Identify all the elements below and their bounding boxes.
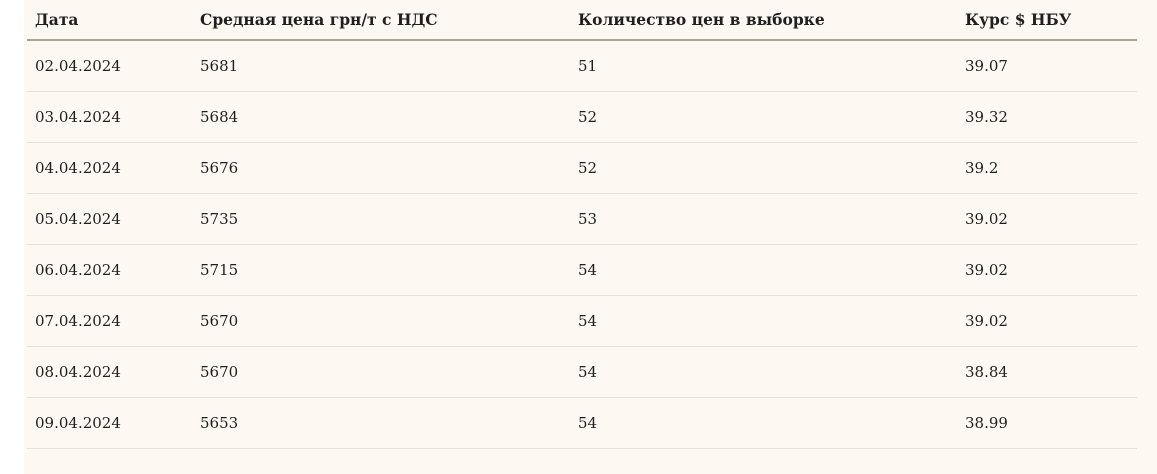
cell-price: 5715 xyxy=(200,261,239,279)
table-row: 03.04.2024 5684 52 39.32 xyxy=(27,92,1137,143)
cell-date: 02.04.2024 xyxy=(35,57,121,75)
table-row: 04.04.2024 5676 52 39.2 xyxy=(27,143,1137,194)
cell-price: 5676 xyxy=(200,159,239,177)
cell-price: 5681 xyxy=(200,57,239,75)
cell-count: 54 xyxy=(578,261,598,279)
cell-date: 06.04.2024 xyxy=(35,261,121,279)
table-body: 02.04.2024 5681 51 39.07 03.04.2024 5684 52 39.… xyxy=(27,41,1137,449)
cell-date: 04.04.2024 xyxy=(35,159,121,177)
table-row: 07.04.2024 5670 54 39.02 xyxy=(27,296,1137,347)
cell-date: 08.04.2024 xyxy=(35,363,121,381)
cell-date: 05.04.2024 xyxy=(35,210,121,228)
cell-price: 5670 xyxy=(200,363,239,381)
cell-date: 07.04.2024 xyxy=(35,312,121,330)
cell-count: 53 xyxy=(578,210,598,228)
column-header-count: Количество цен в выборке xyxy=(578,10,825,29)
table-row: 02.04.2024 5681 51 39.07 xyxy=(27,41,1137,92)
table-panel: Дата Средная цена грн/т с НДС Количество… xyxy=(24,0,1157,474)
cell-rate: 39.2 xyxy=(965,159,999,177)
table-row: 08.04.2024 5670 54 38.84 xyxy=(27,347,1137,398)
table-row: 09.04.2024 5653 54 38.99 xyxy=(27,398,1137,449)
cell-date: 03.04.2024 xyxy=(35,108,121,126)
price-table: Дата Средная цена грн/т с НДС Количество… xyxy=(27,0,1137,449)
table-row: 05.04.2024 5735 53 39.02 xyxy=(27,194,1137,245)
cell-rate: 39.02 xyxy=(965,312,1008,330)
column-header-date: Дата xyxy=(35,10,79,29)
cell-count: 52 xyxy=(578,159,598,177)
cell-price: 5670 xyxy=(200,312,239,330)
table-row: 06.04.2024 5715 54 39.02 xyxy=(27,245,1137,296)
cell-rate: 38.84 xyxy=(965,363,1008,381)
cell-price: 5684 xyxy=(200,108,239,126)
cell-rate: 39.02 xyxy=(965,210,1008,228)
cell-count: 54 xyxy=(578,363,598,381)
cell-count: 51 xyxy=(578,57,598,75)
cell-price: 5735 xyxy=(200,210,239,228)
cell-rate: 39.07 xyxy=(965,57,1008,75)
cell-rate: 38.99 xyxy=(965,414,1008,432)
table-header-row: Дата Средная цена грн/т с НДС Количество… xyxy=(27,0,1137,41)
cell-date: 09.04.2024 xyxy=(35,414,121,432)
cell-count: 52 xyxy=(578,108,598,126)
cell-rate: 39.02 xyxy=(965,261,1008,279)
cell-count: 54 xyxy=(578,312,598,330)
cell-count: 54 xyxy=(578,414,598,432)
cell-rate: 39.32 xyxy=(965,108,1008,126)
column-header-rate: Курс $ НБУ xyxy=(965,10,1072,29)
cell-price: 5653 xyxy=(200,414,239,432)
column-header-price: Средная цена грн/т с НДС xyxy=(200,10,438,29)
